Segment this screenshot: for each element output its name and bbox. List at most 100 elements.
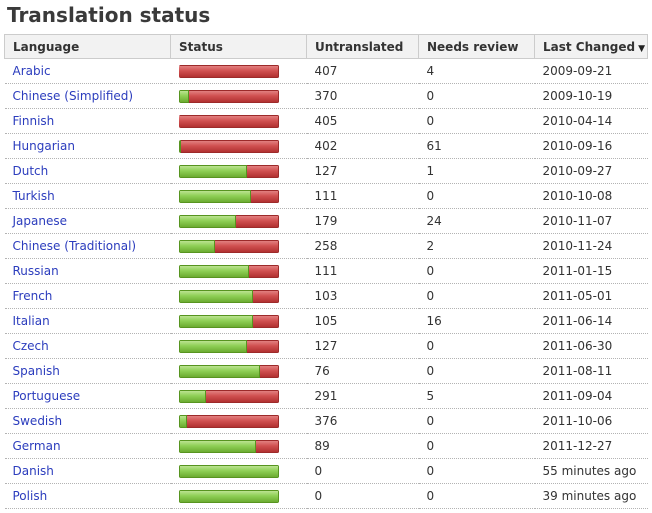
untranslated-count[interactable]: 127	[314, 339, 338, 353]
translated-bar-segment	[178, 239, 215, 253]
language-link[interactable]: Swedish	[12, 414, 63, 428]
language-link[interactable]: French	[12, 289, 53, 303]
untranslated-count[interactable]: 105	[314, 314, 338, 328]
translated-bar-segment	[178, 89, 189, 103]
language-link[interactable]: Danish	[12, 464, 54, 478]
column-header-status[interactable]: Status	[170, 34, 307, 59]
language-link[interactable]: Arabic	[12, 64, 51, 78]
untranslated-count[interactable]: 402	[314, 139, 338, 153]
translation-progress-bar	[178, 264, 279, 278]
page-title: Translation status	[7, 3, 211, 27]
needs-review-count[interactable]: 16	[426, 314, 442, 328]
translation-progress-bar	[178, 239, 279, 253]
last-changed-value: 2010-11-24	[542, 239, 613, 253]
table-row: Japanese 179 24 2010-11-07	[4, 208, 648, 234]
translation-progress-bar	[178, 414, 279, 428]
language-link[interactable]: Chinese (Traditional)	[12, 239, 137, 253]
table-row: Russian 111 0 2011-01-15	[4, 258, 648, 284]
untranslated-count[interactable]: 127	[314, 164, 338, 178]
untranslated-count[interactable]: 89	[314, 439, 330, 453]
language-link[interactable]: Polish	[12, 489, 48, 503]
translated-bar-segment	[178, 414, 187, 428]
translation-progress-bar	[178, 214, 279, 228]
column-header-last-changed[interactable]: Last Changed ▼	[534, 34, 648, 59]
language-link[interactable]: German	[12, 439, 61, 453]
needs-review-count: 0	[426, 364, 435, 378]
last-changed-value: 2010-09-16	[542, 139, 613, 153]
table-row: Arabic 407 4 2009-09-21	[4, 58, 648, 84]
translated-bar-segment	[178, 389, 206, 403]
translation-progress-bar	[178, 314, 279, 328]
needs-review-count: 0	[426, 264, 435, 278]
last-changed-value: 2011-06-14	[542, 314, 613, 328]
translation-progress-bar	[178, 389, 279, 403]
table-row: Finnish 405 0 2010-04-14	[4, 108, 648, 134]
table-row: Chinese (Traditional) 258 2 2010-11-24	[4, 233, 648, 259]
language-link[interactable]: Turkish	[12, 189, 55, 203]
language-link[interactable]: Dutch	[12, 164, 49, 178]
untranslated-count[interactable]: 111	[314, 189, 338, 203]
needs-review-count[interactable]: 61	[426, 139, 442, 153]
untranslated-count[interactable]: 291	[314, 389, 338, 403]
needs-review-count[interactable]: 1	[426, 164, 435, 178]
untranslated-count[interactable]: 179	[314, 214, 338, 228]
untranslated-count[interactable]: 76	[314, 364, 330, 378]
last-changed-value: 2009-10-19	[542, 89, 613, 103]
language-link[interactable]: Italian	[12, 314, 50, 328]
last-changed-value: 39 minutes ago	[542, 489, 637, 503]
last-changed-value: 2011-05-01	[542, 289, 613, 303]
column-header-untranslated[interactable]: Untranslated	[306, 34, 419, 59]
translation-progress-bar	[178, 489, 279, 503]
last-changed-value: 2011-06-30	[542, 339, 613, 353]
last-changed-value: 2011-09-04	[542, 389, 613, 403]
needs-review-count[interactable]: 2	[426, 239, 435, 253]
last-changed-value: 2011-01-15	[542, 264, 613, 278]
language-link[interactable]: Finnish	[12, 114, 55, 128]
untranslated-bar-segment	[252, 314, 279, 328]
needs-review-count[interactable]: 5	[426, 389, 435, 403]
last-changed-value: 2010-04-14	[542, 114, 613, 128]
language-link[interactable]: Czech	[12, 339, 49, 353]
untranslated-count[interactable]: 405	[314, 114, 338, 128]
language-link[interactable]: Russian	[12, 264, 59, 278]
translation-progress-bar	[178, 289, 279, 303]
translation-progress-bar	[178, 189, 279, 203]
needs-review-count[interactable]: 24	[426, 214, 442, 228]
table-row: French 103 0 2011-05-01	[4, 283, 648, 309]
table-row: German 89 0 2011-12-27	[4, 433, 648, 459]
untranslated-bar-segment	[255, 439, 279, 453]
untranslated-count[interactable]: 111	[314, 264, 338, 278]
needs-review-count: 0	[426, 289, 435, 303]
language-link[interactable]: Portuguese	[12, 389, 81, 403]
untranslated-bar-segment	[188, 89, 279, 103]
column-header-needs-review[interactable]: Needs review	[418, 34, 535, 59]
language-link[interactable]: Japanese	[12, 214, 68, 228]
last-changed-value: 2009-09-21	[542, 64, 613, 78]
untranslated-bar-segment	[186, 414, 279, 428]
translated-bar-segment	[178, 264, 249, 278]
language-link[interactable]: Chinese (Simplified)	[12, 89, 134, 103]
untranslated-bar-segment	[246, 339, 279, 353]
untranslated-count[interactable]: 103	[314, 289, 338, 303]
untranslated-bar-segment	[252, 289, 279, 303]
needs-review-count[interactable]: 4	[426, 64, 435, 78]
translation-progress-bar	[178, 64, 279, 78]
table-row: Czech 127 0 2011-06-30	[4, 333, 648, 359]
needs-review-count: 0	[426, 439, 435, 453]
untranslated-count[interactable]: 376	[314, 414, 338, 428]
untranslated-bar-segment	[178, 114, 279, 128]
untranslated-count[interactable]: 258	[314, 239, 338, 253]
translation-progress-bar	[178, 464, 279, 478]
needs-review-count: 0	[426, 89, 435, 103]
needs-review-count: 0	[426, 464, 435, 478]
translated-bar-segment	[178, 314, 253, 328]
translation-progress-bar	[178, 139, 279, 153]
untranslated-count[interactable]: 407	[314, 64, 338, 78]
language-link[interactable]: Hungarian	[12, 139, 75, 153]
last-changed-value: 2010-11-07	[542, 214, 613, 228]
column-header-language[interactable]: Language	[4, 34, 171, 59]
table-row: Spanish 76 0 2011-08-11	[4, 358, 648, 384]
untranslated-count[interactable]: 370	[314, 89, 338, 103]
untranslated-count: 0	[314, 489, 323, 503]
language-link[interactable]: Spanish	[12, 364, 60, 378]
